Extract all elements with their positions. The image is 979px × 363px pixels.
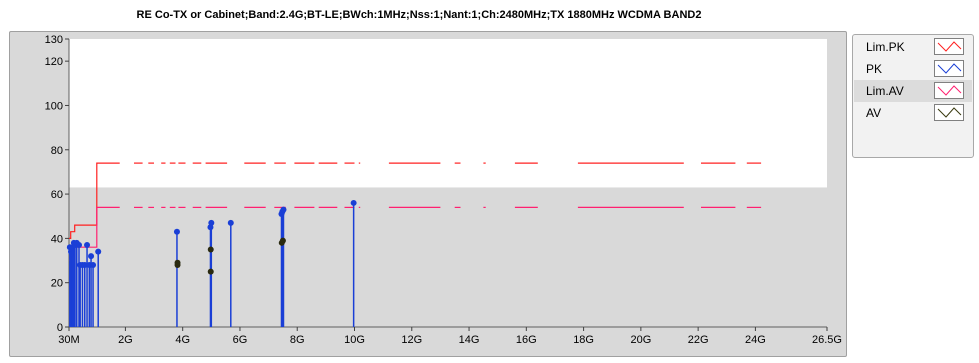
x-tick-label: 16G bbox=[516, 334, 537, 346]
chart-title: RE Co-TX or Cabinet;Band:2.4G;BT-LE;BWch… bbox=[136, 9, 702, 21]
legend: Lim.PK PK Lim.AV AV bbox=[852, 34, 974, 158]
x-tick-label: 14G bbox=[459, 334, 480, 346]
series-pk-point bbox=[280, 206, 287, 213]
legend-swatch-icon bbox=[934, 104, 964, 121]
series-av-point bbox=[279, 237, 286, 244]
series-pk-point bbox=[227, 219, 234, 226]
y-tick-label: 80 bbox=[51, 145, 63, 157]
y-tick-label: 40 bbox=[51, 233, 63, 245]
series-lim-pk-segment bbox=[69, 162, 120, 239]
plot-area[interactable]: 0 20 40 60 80 100 120 130 30M 2G 4G 6G 8G 10G 12G 14G 16… bbox=[10, 32, 848, 358]
legend-swatch-icon bbox=[934, 60, 964, 77]
series-av-point bbox=[174, 261, 181, 268]
series-pk-point bbox=[208, 219, 215, 226]
series-pk-point bbox=[90, 261, 97, 268]
x-tick-label: 4G bbox=[175, 334, 190, 346]
legend-swatch-icon bbox=[934, 38, 964, 55]
legend-item-av[interactable]: AV bbox=[854, 102, 972, 124]
y-tick-label: 20 bbox=[51, 278, 63, 290]
legend-label: AV bbox=[866, 106, 882, 120]
series-pk-point bbox=[95, 248, 102, 255]
x-tick-label: 2G bbox=[118, 334, 133, 346]
swatch-line bbox=[937, 41, 962, 52]
legend-label: Lim.PK bbox=[866, 40, 905, 54]
legend-label: PK bbox=[866, 62, 883, 76]
legend-item-lim-pk[interactable]: Lim.PK bbox=[854, 36, 972, 58]
series-av-point bbox=[207, 268, 214, 275]
plot-frame: 0 20 40 60 80 100 120 130 30M 2G 4G 6G 8G 10G 12G 14G 16… bbox=[9, 31, 847, 357]
x-tick-label: 10G bbox=[344, 334, 365, 346]
legend-label: Lim.AV bbox=[866, 84, 904, 98]
series-pk-point bbox=[350, 199, 357, 206]
x-tick-label: 8G bbox=[290, 334, 305, 346]
y-tick-label: 130 bbox=[45, 34, 63, 46]
x-tick-label: 26.5G bbox=[812, 334, 842, 346]
series-pk-point bbox=[84, 242, 91, 249]
x-tick-label: 18G bbox=[573, 334, 594, 346]
series-av-point bbox=[207, 246, 214, 253]
swatch-line bbox=[937, 107, 962, 118]
y-tick-label: 0 bbox=[57, 322, 63, 334]
x-tick-label: 6G bbox=[233, 334, 248, 346]
legend-swatch-icon bbox=[934, 82, 964, 99]
series-pk-point bbox=[81, 261, 88, 268]
swatch-line bbox=[937, 63, 962, 74]
plot-upper-band bbox=[69, 39, 827, 188]
y-tick-label: 60 bbox=[51, 189, 63, 201]
legend-item-lim-av[interactable]: Lim.AV bbox=[854, 80, 972, 102]
x-tick-label: 12G bbox=[401, 334, 422, 346]
series-pk-point bbox=[88, 253, 95, 260]
y-tick-label: 120 bbox=[45, 56, 63, 68]
x-tick-label: 22G bbox=[688, 334, 709, 346]
x-tick-label: 24G bbox=[745, 334, 766, 346]
legend-item-pk[interactable]: PK bbox=[854, 58, 972, 80]
swatch-line bbox=[937, 85, 962, 96]
x-tick-label: 20G bbox=[630, 334, 651, 346]
y-tick-label: 100 bbox=[45, 100, 63, 112]
x-tick-label: 30M bbox=[58, 334, 79, 346]
series-pk-point bbox=[173, 228, 180, 235]
series-pk-point bbox=[76, 242, 83, 249]
